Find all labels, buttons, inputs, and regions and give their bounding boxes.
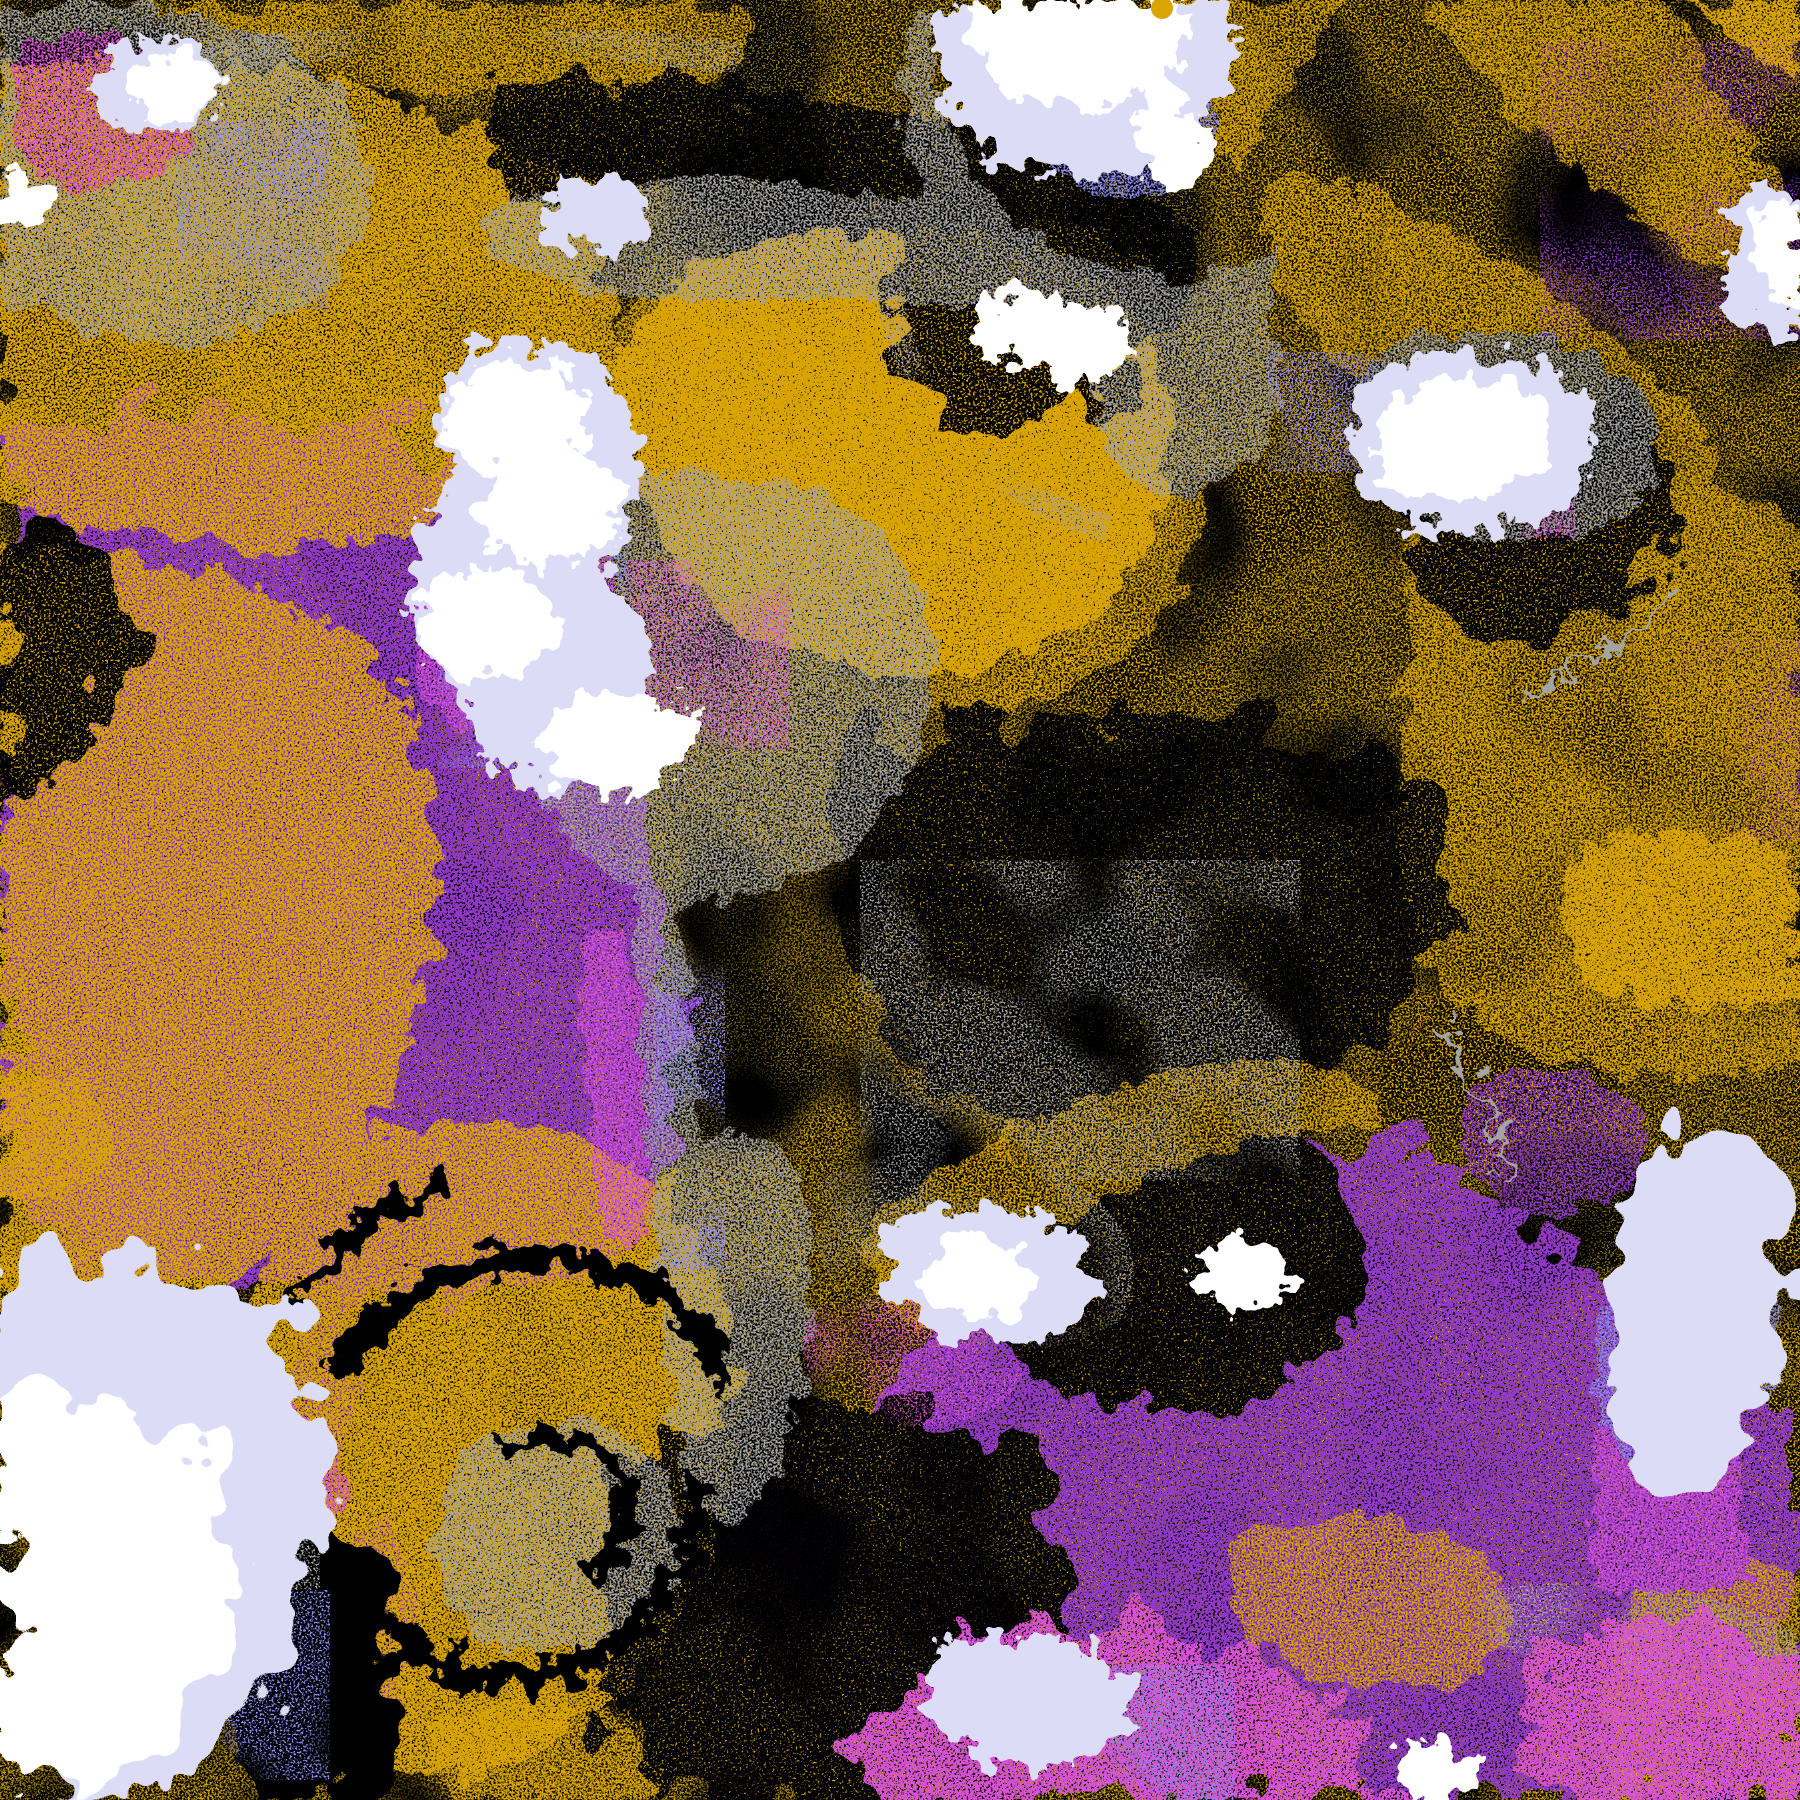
gold-corner-topright [1680,0,1800,90]
white-bit-bottom [1397,1744,1479,1800]
white-mass-bottomleft [0,1391,233,1800]
orchid-lobe-bottomright [1531,1630,1800,1800]
gray-cyclone-outer-arc [875,295,1112,541]
white-bit-center-b [1043,314,1133,383]
gold-patch-left-edge [0,1072,112,1198]
periwinkle-topleft [178,120,328,310]
white-bit-bottomcenter-a [921,1239,1038,1319]
black-pocket-leftedge [0,521,134,784]
gold-diagonal-b [1420,0,1800,330]
white-bit-ridge [636,702,703,754]
periwinkle-ridge-bits [655,940,725,1270]
lavender-patch-bottomcenter-b [928,1633,1138,1767]
gold-cluster-rightmid [1564,828,1800,1011]
cyclone-gold-eye [1151,0,1173,19]
gold-cluster-bottomright-a [1225,1516,1512,1692]
lavender-bit-topcenter [538,181,650,253]
white-bit-rightedge [1753,202,1800,308]
lavender-streak-right [1612,1128,1796,1492]
cyclone-spiral-gap-c [500,1428,637,1580]
white-bit-bottomcenter-b [1197,1238,1296,1308]
white-cloud-left-c [418,568,556,680]
gray-land-filaments [860,860,1300,1180]
purple-patch-right [1461,1071,1651,1211]
white-cloud-left-a [448,360,589,472]
white-core-rightmass [1375,377,1549,499]
gray-cyclone-crescent [901,5,1282,359]
white-cloud-left-b [480,448,624,563]
cyclone-spiral-gap-b [385,1479,712,1690]
white-bit-leftedge [0,172,59,228]
gray-river-filament-b [1438,1023,1510,1182]
gray-river-filament-a [1518,584,1675,703]
gray-mass-right-small [1096,292,1284,494]
gold-cyclone-tail [425,1703,661,1800]
cyclone-spiral-gap-a [323,1244,743,1399]
black-band-top [483,85,909,198]
white-cyclone-core [969,0,1187,109]
cyclone-spiral-gap-d [291,1178,448,1305]
orchid-coast-strip [581,928,648,1249]
cyclone-swirl-details [291,0,1173,1690]
white-cyclone-arm [1137,70,1205,192]
white-bit-topleft [127,54,221,122]
gray-streak-top [186,20,743,82]
